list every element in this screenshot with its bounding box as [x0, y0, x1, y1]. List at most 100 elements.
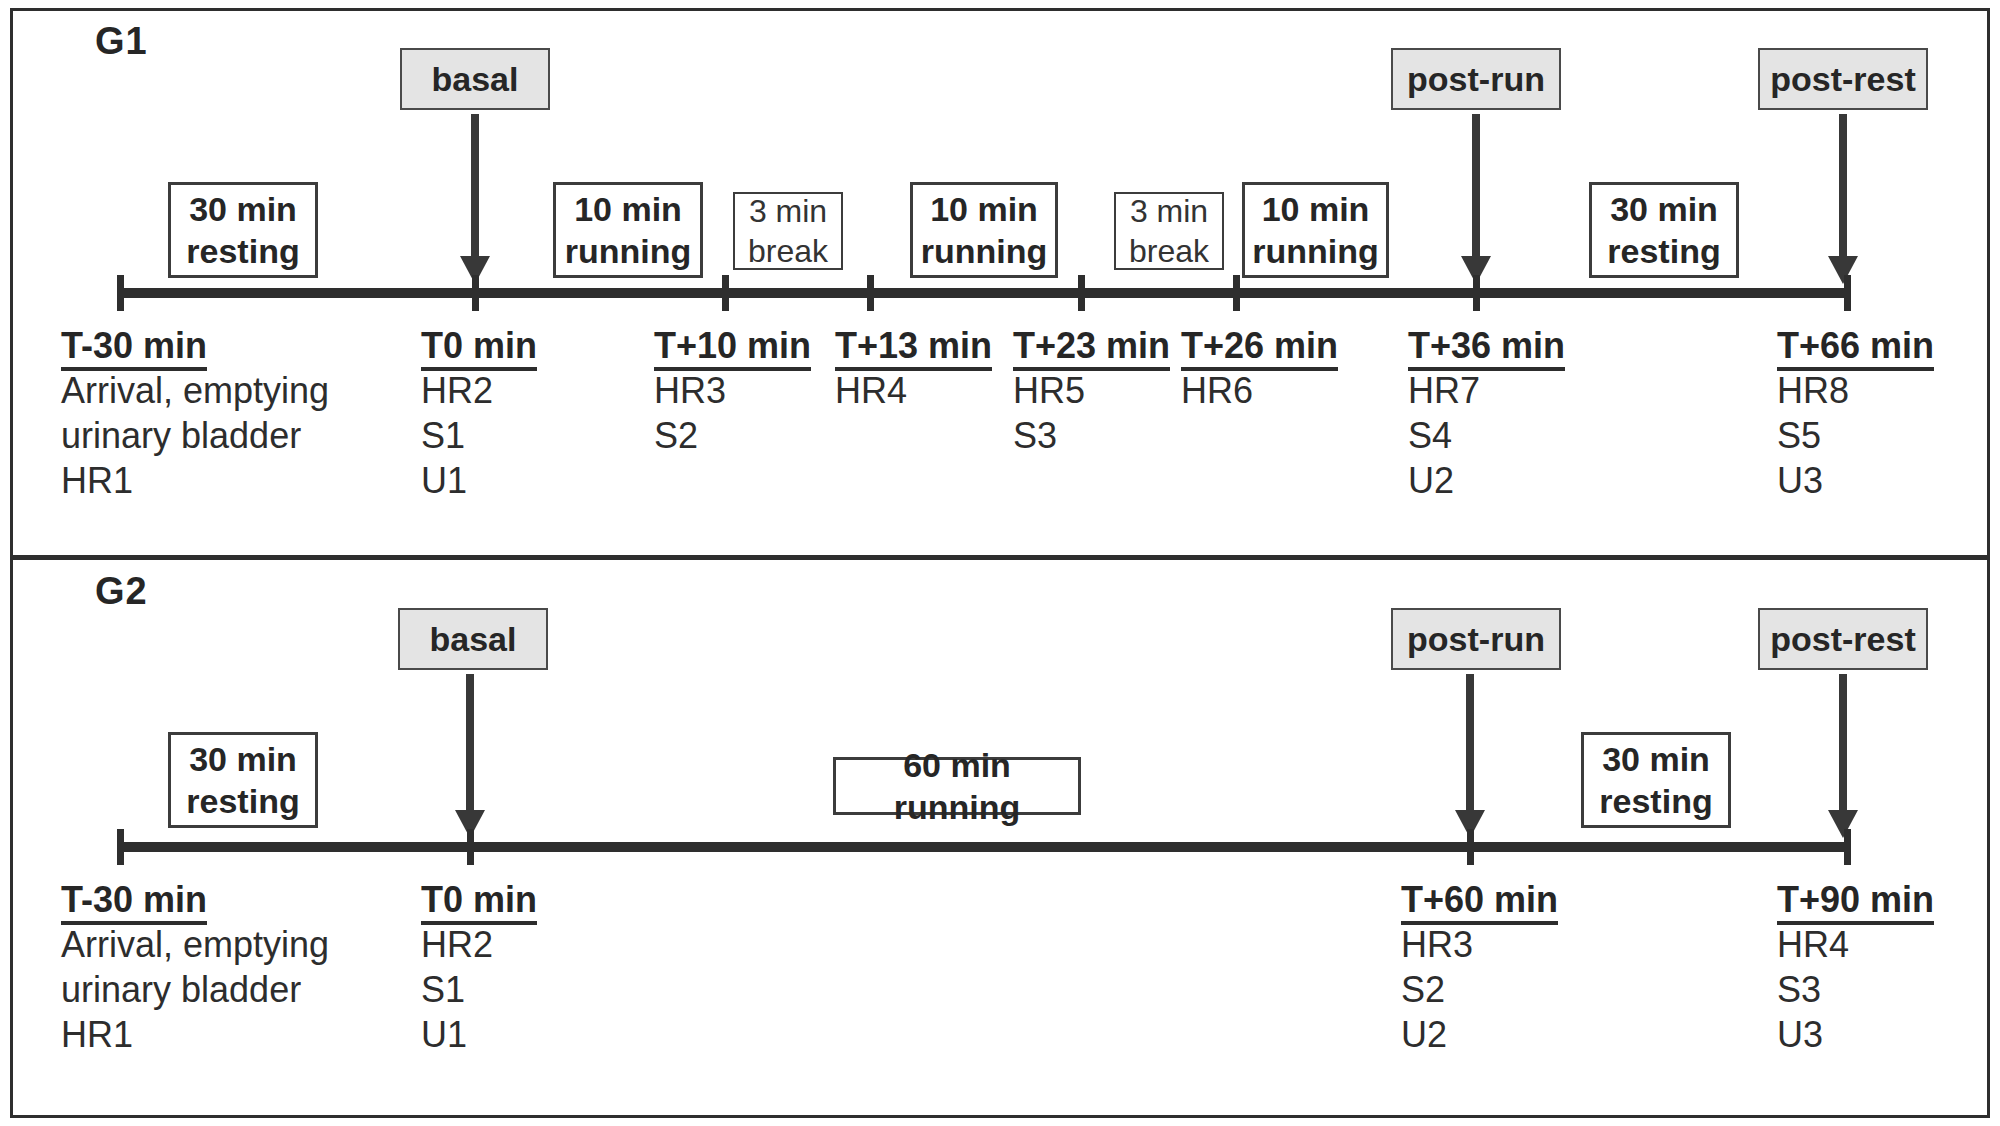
activity-box-label: 30 min resting: [179, 738, 307, 823]
post-run-arrow-g2: [1455, 674, 1485, 838]
activity-box-break-2-g1: 3 min break: [1114, 192, 1224, 270]
timepoint-item: HR5: [1013, 368, 1170, 413]
timepoint-t26-g1: T+26 min HR6: [1181, 323, 1338, 413]
phase-box-basal-g2-label: basal: [430, 620, 517, 659]
timepoint-item: HR2: [421, 922, 537, 967]
timeline-g1: [118, 288, 1851, 298]
phase-box-post-rest-g1-label: post-rest: [1770, 60, 1915, 99]
phase-box-post-rest-g2: post-rest: [1758, 608, 1928, 670]
timepoint-item: HR1: [61, 458, 329, 503]
timepoint-item: S2: [654, 413, 811, 458]
timepoint-item: urinary bladder: [61, 967, 329, 1012]
activity-box-label: 60 min running: [844, 744, 1070, 829]
timepoint-item: S1: [421, 967, 537, 1012]
timepoint-item: S2: [1401, 967, 1558, 1012]
activity-box-break-1-g1: 3 min break: [733, 192, 843, 270]
activity-box-label: 10 min running: [1252, 188, 1379, 273]
timepoint-t90-g2: T+90 min HR4 S3 U3: [1777, 877, 1934, 1057]
timepoint-time-label: T+26 min: [1181, 326, 1338, 371]
timepoint-t36-g1: T+36 min HR7 S4 U2: [1408, 323, 1565, 503]
arrow-stem: [1839, 114, 1847, 258]
timepoint-time-label: T-30 min: [61, 326, 207, 371]
timepoint-t66-g1: T+66 min HR8 S5 U3: [1777, 323, 1934, 503]
tick-t66-g1: [1844, 275, 1851, 311]
phase-box-post-run-g2-label: post-run: [1407, 620, 1545, 659]
activity-box-running-2-g1: 10 min running: [910, 182, 1058, 278]
phase-box-basal-g1: basal: [400, 48, 550, 110]
post-rest-arrow-g2: [1828, 674, 1858, 838]
tick-t-30-g1: [117, 275, 124, 311]
phase-box-post-rest-g1: post-rest: [1758, 48, 1928, 110]
timepoint-item: U3: [1777, 1012, 1934, 1057]
timepoint-item: Arrival, emptying: [61, 368, 329, 413]
timepoint-t0-g1: T0 min HR2 S1 U1: [421, 323, 537, 503]
timepoint-item: U1: [421, 458, 537, 503]
timeline-g2: [118, 842, 1851, 852]
timepoint-item: HR2: [421, 368, 537, 413]
timepoint-t-30-g2: T-30 min Arrival, emptying urinary bladd…: [61, 877, 329, 1057]
arrow-stem: [1472, 114, 1480, 258]
timepoint-item: urinary bladder: [61, 413, 329, 458]
timepoint-item: Arrival, emptying: [61, 922, 329, 967]
post-run-arrow-g1: [1461, 114, 1491, 284]
tick-t60-g2: [1467, 829, 1474, 865]
timepoint-t-30-g1: T-30 min Arrival, emptying urinary bladd…: [61, 323, 329, 503]
timepoint-time-label: T+66 min: [1777, 326, 1934, 371]
timepoint-time-label: T0 min: [421, 326, 537, 371]
arrow-stem: [1839, 674, 1847, 812]
timepoint-item: S3: [1777, 967, 1934, 1012]
timepoint-item: U3: [1777, 458, 1934, 503]
activity-box-label: 30 min resting: [179, 188, 307, 273]
phase-box-basal-g2: basal: [398, 608, 548, 670]
activity-box-running-3-g1: 10 min running: [1242, 182, 1389, 278]
phase-box-post-rest-g2-label: post-rest: [1770, 620, 1915, 659]
timepoint-t23-g1: T+23 min HR5 S3: [1013, 323, 1170, 458]
study-design-figure: G1 basal post-run post-rest 30 min resti…: [0, 0, 2000, 1126]
timepoint-item: HR8: [1777, 368, 1934, 413]
post-rest-arrow-g1: [1828, 114, 1858, 284]
activity-box-resting-1-g2: 30 min resting: [168, 732, 318, 828]
timepoint-item: HR1: [61, 1012, 329, 1057]
arrow-head: [1828, 810, 1858, 838]
timepoint-time-label: T+23 min: [1013, 326, 1170, 371]
timepoint-item: HR6: [1181, 368, 1338, 413]
activity-box-label: 10 min running: [921, 188, 1048, 273]
activity-box-resting-1-g1: 30 min resting: [168, 182, 318, 278]
group-label-g1: G1: [95, 20, 148, 63]
arrow-stem: [471, 114, 479, 258]
timepoint-t10-g1: T+10 min HR3 S2: [654, 323, 811, 458]
arrow-head: [1828, 256, 1858, 284]
tick-t0-g2: [467, 829, 474, 865]
basal-arrow-g2: [455, 674, 485, 838]
timepoint-item: HR3: [1401, 922, 1558, 967]
activity-box-running-g2: 60 min running: [833, 757, 1081, 815]
timepoint-time-label: T+36 min: [1408, 326, 1565, 371]
timepoint-t0-g2: T0 min HR2 S1 U1: [421, 877, 537, 1057]
activity-box-label: 10 min running: [564, 188, 692, 273]
timepoint-item: HR4: [835, 368, 992, 413]
activity-box-label: 3 min break: [743, 191, 833, 271]
tick-t0-g1: [472, 275, 479, 311]
timepoint-item: U2: [1401, 1012, 1558, 1057]
activity-box-resting-2-g1: 30 min resting: [1589, 182, 1739, 278]
tick-t13-g1: [867, 275, 874, 311]
arrow-stem: [466, 674, 474, 812]
group-label-g2: G2: [95, 570, 148, 613]
timepoint-item: HR3: [654, 368, 811, 413]
activity-box-label: 30 min resting: [1592, 738, 1720, 823]
timepoint-item: S4: [1408, 413, 1565, 458]
timepoint-t13-g1: T+13 min HR4: [835, 323, 992, 413]
phase-box-post-run-g2: post-run: [1391, 608, 1561, 670]
phase-box-basal-g1-label: basal: [432, 60, 519, 99]
activity-box-running-1-g1: 10 min running: [553, 182, 703, 278]
timepoint-time-label: T+13 min: [835, 326, 992, 371]
activity-box-label: 3 min break: [1124, 191, 1214, 271]
phase-box-post-run-g1: post-run: [1391, 48, 1561, 110]
timepoint-time-label: T+90 min: [1777, 880, 1934, 925]
timepoint-time-label: T0 min: [421, 880, 537, 925]
timepoint-item: S5: [1777, 413, 1934, 458]
timepoint-time-label: T+60 min: [1401, 880, 1558, 925]
tick-t26-g1: [1233, 275, 1240, 311]
phase-box-post-run-g1-label: post-run: [1407, 60, 1545, 99]
timepoint-item: HR4: [1777, 922, 1934, 967]
